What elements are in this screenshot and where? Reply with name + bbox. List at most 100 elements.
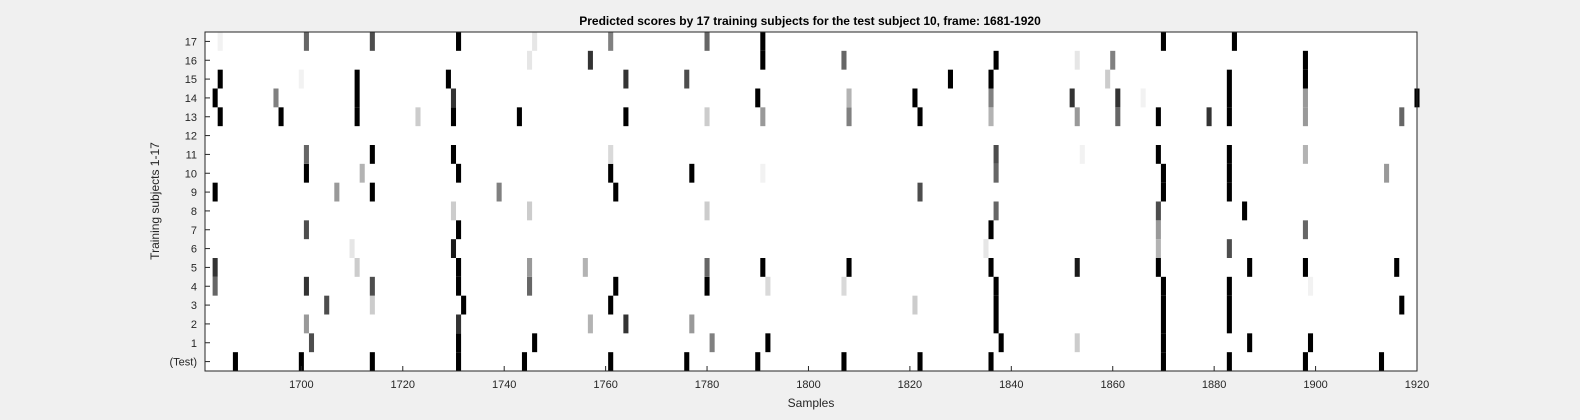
heatmap-cell bbox=[1226, 239, 1232, 258]
heatmap-cell bbox=[1155, 239, 1161, 258]
x-tick-label: 1880 bbox=[1202, 379, 1226, 391]
heatmap-cell bbox=[1155, 201, 1161, 221]
heatmap-cell bbox=[1160, 352, 1166, 371]
heatmap-cell bbox=[1226, 88, 1232, 108]
heatmap-cell bbox=[917, 352, 923, 371]
y-tick-label: 7 bbox=[191, 225, 197, 237]
heatmap-cell bbox=[912, 88, 918, 108]
heatmap-cell bbox=[998, 333, 1004, 353]
heatmap-cell bbox=[841, 276, 847, 296]
heatmap-cell bbox=[841, 352, 847, 371]
heatmap-cell bbox=[298, 69, 304, 89]
x-tick-label: 1740 bbox=[492, 379, 516, 391]
y-axis-label: Training subjects 1-17 bbox=[148, 142, 162, 260]
heatmap-cell bbox=[415, 107, 421, 127]
heatmap-cell bbox=[623, 314, 629, 334]
heatmap-cell bbox=[684, 69, 690, 89]
heatmap-cell bbox=[1074, 107, 1080, 127]
heatmap-cell bbox=[349, 239, 355, 258]
y-tick-label: (Test) bbox=[170, 357, 198, 369]
heatmap-cell bbox=[704, 258, 710, 277]
heatmap-cell bbox=[993, 314, 999, 334]
heatmap-cell bbox=[1140, 88, 1146, 108]
heatmap-cell bbox=[369, 145, 375, 164]
heatmap-cell bbox=[1069, 88, 1075, 108]
heatmap-cell bbox=[217, 107, 223, 127]
heatmap-cell bbox=[623, 69, 629, 89]
heatmap-cell bbox=[760, 32, 766, 51]
x-tick-label: 1700 bbox=[289, 379, 313, 391]
heatmap-cell bbox=[988, 258, 994, 277]
heatmap-cell bbox=[303, 220, 309, 240]
heatmap-cell bbox=[217, 32, 223, 51]
heatmap-cell bbox=[1247, 333, 1253, 353]
heatmap-cell bbox=[456, 276, 462, 296]
heatmap-cell bbox=[993, 276, 999, 296]
x-tick-label: 1760 bbox=[593, 379, 617, 391]
heatmap-cell bbox=[369, 182, 375, 202]
heatmap-cell bbox=[527, 276, 533, 296]
heatmap-cell bbox=[613, 276, 619, 296]
heatmap-cell bbox=[988, 107, 994, 127]
heatmap-cell bbox=[1302, 145, 1308, 164]
heatmap-cell bbox=[1226, 276, 1232, 296]
heatmap-cell bbox=[1160, 276, 1166, 296]
heatmap-cell bbox=[450, 107, 457, 127]
heatmap-cell bbox=[212, 276, 218, 296]
heatmap-cell bbox=[1155, 258, 1161, 277]
heatmap-cell bbox=[704, 32, 710, 51]
heatmap-cell bbox=[760, 163, 766, 183]
heatmap-cell bbox=[1079, 145, 1085, 164]
heatmap-cell bbox=[1226, 163, 1232, 183]
x-axis-label: Samples bbox=[788, 396, 835, 410]
heatmap-cell bbox=[1226, 314, 1232, 334]
heatmap-cell bbox=[1160, 163, 1166, 183]
heatmap-cell bbox=[232, 352, 238, 371]
heatmap-cell bbox=[1378, 352, 1385, 371]
heatmap-cell bbox=[1302, 107, 1308, 127]
heatmap-cell bbox=[1115, 88, 1121, 108]
heatmap-cell bbox=[765, 276, 771, 296]
heatmap-cell bbox=[623, 107, 629, 127]
heatmap-cell bbox=[608, 163, 614, 183]
heatmap-cell bbox=[917, 107, 923, 127]
heatmap-cell bbox=[917, 182, 923, 202]
heatmap-cell bbox=[532, 333, 538, 353]
heatmap-cell bbox=[1160, 182, 1166, 202]
heatmap-cell bbox=[273, 88, 279, 108]
heatmap-cell bbox=[912, 295, 918, 315]
y-tick-label: 14 bbox=[185, 93, 197, 105]
heatmap-cell bbox=[947, 69, 953, 89]
heatmap-cell bbox=[527, 201, 533, 221]
heatmap-cell bbox=[613, 182, 619, 202]
heatmap-cell bbox=[354, 69, 360, 89]
heatmap-cell bbox=[760, 50, 766, 70]
heatmap-cell bbox=[369, 32, 375, 51]
heatmap-cells bbox=[212, 32, 1420, 371]
heatmap-cell bbox=[456, 32, 462, 51]
heatmap-cell bbox=[532, 32, 538, 51]
heatmap-cell bbox=[212, 88, 218, 108]
heatmap-cell bbox=[369, 276, 375, 296]
heatmap-cell bbox=[496, 182, 502, 202]
heatmap-cell bbox=[1074, 258, 1080, 277]
heatmap-cell bbox=[1307, 276, 1314, 296]
y-tick-label: 1 bbox=[191, 338, 197, 350]
heatmap-cell bbox=[1394, 258, 1400, 277]
heatmap-cell bbox=[608, 32, 614, 51]
x-tick-label: 1840 bbox=[999, 379, 1023, 391]
heatmap-cell bbox=[450, 239, 457, 258]
heatmap-cell bbox=[608, 352, 614, 371]
heatmap-cell bbox=[1226, 145, 1232, 164]
heatmap-cell bbox=[765, 333, 771, 353]
heatmap-cell bbox=[1226, 295, 1232, 315]
heatmap-cell bbox=[993, 201, 999, 221]
heatmap-cell bbox=[445, 69, 451, 89]
heatmap-cell bbox=[704, 276, 710, 296]
heatmap-cell bbox=[1160, 314, 1166, 334]
heatmap-cell bbox=[1231, 32, 1237, 51]
heatmap-cell bbox=[527, 50, 533, 70]
heatmap-cell bbox=[212, 258, 218, 277]
heatmap-cell bbox=[1242, 201, 1248, 221]
